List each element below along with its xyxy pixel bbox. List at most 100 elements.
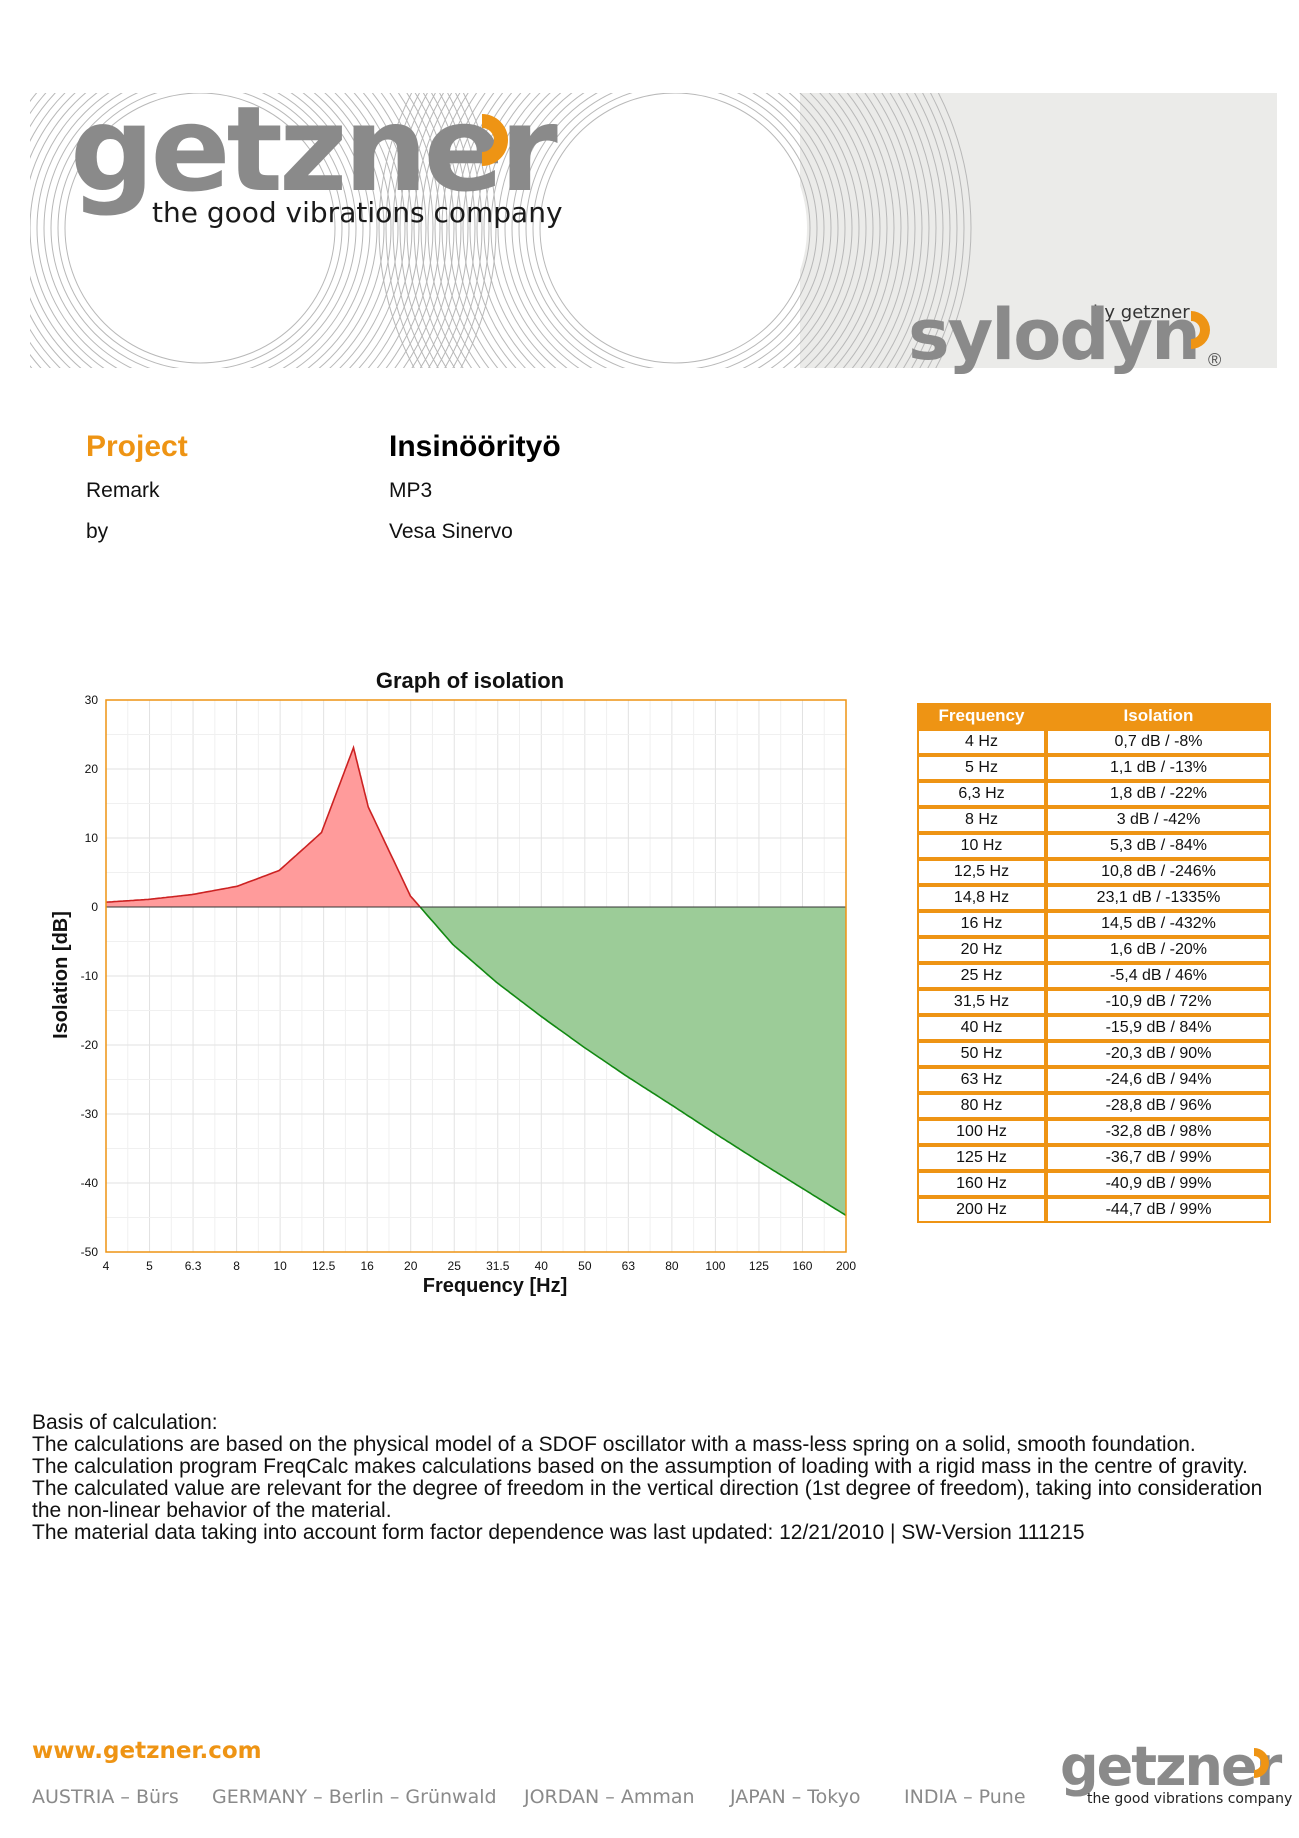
footer-location-india: INDIA – Pune (904, 1786, 1026, 1808)
chart-title: Graph of isolation (376, 668, 564, 693)
table-header-row: Frequency Isolation (917, 703, 1271, 729)
x-tick-label: 160 (792, 1259, 812, 1273)
banner-arc (518, 93, 832, 368)
header-isolation: Isolation (1046, 703, 1271, 729)
footer-url-link[interactable]: www.getzner.com (32, 1738, 262, 1764)
cell-frequency: 20 Hz (917, 937, 1046, 963)
banner-arc (385, 93, 965, 368)
cell-frequency: 10 Hz (917, 833, 1046, 859)
footer-location-germany: GERMANY – Berlin – Grünwald (212, 1786, 497, 1808)
banner-arc (427, 93, 469, 368)
banner-arc (30, 93, 399, 368)
banner-arc (427, 93, 923, 368)
x-tick-label: 8 (233, 1259, 240, 1273)
y-tick-label: -30 (81, 1107, 99, 1121)
y-tick-label: 10 (85, 831, 99, 845)
x-tick-label: 5 (146, 1259, 153, 1273)
cell-isolation: -24,6 dB / 94% (1046, 1067, 1271, 1093)
banner-arc-mask (543, 96, 807, 360)
cell-isolation: 1,6 dB / -20% (1046, 937, 1271, 963)
cell-isolation: 14,5 dB / -432% (1046, 911, 1271, 937)
banner-arc (394, 93, 441, 368)
banner-arc (30, 93, 385, 368)
y-tick-label: -10 (81, 969, 99, 983)
table-row: 6,3 Hz 1,8 dB / -22% (917, 781, 1271, 807)
x-tick-label: 50 (578, 1259, 592, 1273)
table-row: 8 Hz 3 dB / -42% (917, 807, 1271, 833)
cell-isolation: -44,7 dB / 99% (1046, 1197, 1271, 1223)
header-frequency: Frequency (917, 703, 1046, 729)
cell-frequency: 25 Hz (917, 963, 1046, 989)
banner-arc (436, 93, 476, 368)
table-row: 200 Hz -44,7 dB / 99% (917, 1197, 1271, 1223)
table-row: 80 Hz -28,8 dB / 96% (917, 1093, 1271, 1119)
cell-isolation: -10,9 dB / 72% (1046, 989, 1271, 1015)
positive-isolation-area (106, 747, 421, 907)
banner-arc (444, 93, 483, 368)
basis-of-calculation: Basis of calculation: The calculations a… (32, 1412, 1277, 1544)
footer-tagline: the good vibrations company (1087, 1791, 1293, 1807)
footer-swoosh-icon (1254, 1748, 1269, 1778)
cell-frequency: 8 Hz (917, 807, 1046, 833)
banner-arc (420, 93, 930, 368)
getzner-logo: getzner (70, 80, 558, 218)
project-label: Project (86, 430, 188, 463)
banner-arc (406, 93, 944, 368)
cell-frequency: 16 Hz (917, 911, 1046, 937)
banner-arc (511, 93, 839, 368)
banner-arc (30, 93, 371, 368)
basis-heading: Basis of calculation: (32, 1411, 218, 1434)
cell-frequency: 63 Hz (917, 1067, 1046, 1093)
y-tick-label: 0 (91, 900, 98, 914)
banner-arc (452, 93, 490, 368)
banner-arc (30, 93, 413, 368)
x-tick-label: 80 (665, 1259, 679, 1273)
table-row: 63 Hz -24,6 dB / 94% (917, 1067, 1271, 1093)
x-tick-label: 16 (360, 1259, 374, 1273)
cell-isolation: -36,7 dB / 99% (1046, 1145, 1271, 1171)
y-tick-label: -20 (81, 1038, 99, 1052)
footer-location-japan: JAPAN – Tokyo (730, 1786, 861, 1808)
cell-isolation: -40,9 dB / 99% (1046, 1171, 1271, 1197)
logo-swoosh-icon (482, 114, 508, 166)
cell-frequency: 125 Hz (917, 1145, 1046, 1171)
cell-isolation: -32,8 dB / 98% (1046, 1119, 1271, 1145)
banner-arc (462, 93, 888, 368)
footer-location-austria: AUSTRIA – Bürs (32, 1786, 179, 1808)
plot-frame (105, 699, 847, 1253)
by-label: by (86, 520, 109, 543)
header-banner (30, 93, 1277, 368)
banner-arc (455, 93, 895, 368)
y-tick-label: 30 (85, 693, 99, 707)
y-axis-label: Isolation [dB] (50, 911, 72, 1039)
x-tick-label: 20 (404, 1259, 418, 1273)
cell-isolation: -5,4 dB / 46% (1046, 963, 1271, 989)
footer-location-jordan: JORDAN – Amman (524, 1786, 695, 1808)
banner-arc (57, 93, 343, 368)
banner-arc (460, 93, 497, 368)
cell-isolation: 3 dB / -42% (1046, 807, 1271, 833)
remark-label: Remark (86, 479, 160, 502)
x-tick-label: 125 (749, 1259, 769, 1273)
banner-arc (411, 93, 455, 368)
cell-isolation: -28,8 dB / 96% (1046, 1093, 1271, 1119)
cell-isolation: 5,3 dB / -84% (1046, 833, 1271, 859)
cell-frequency: 50 Hz (917, 1041, 1046, 1067)
table-row: 5 Hz 1,1 dB / -13% (917, 755, 1271, 781)
banner-arc (43, 93, 357, 368)
x-tick-label: 100 (705, 1259, 725, 1273)
sylodyn-by-getzner: by getzner (1093, 302, 1190, 323)
cell-frequency: 160 Hz (917, 1171, 1046, 1197)
banner-arc (419, 93, 462, 368)
table-row: 160 Hz -40,9 dB / 99% (917, 1171, 1271, 1197)
banner-arc (532, 93, 818, 368)
banner-arc (490, 93, 860, 368)
x-tick-label: 200 (836, 1259, 856, 1273)
banner-arc (399, 93, 951, 368)
negative-isolation-line (419, 906, 847, 1217)
cell-isolation: 0,7 dB / -8% (1046, 729, 1271, 755)
banner-arc (448, 93, 902, 368)
getzner-tagline: the good vibrations company (152, 196, 563, 229)
x-tick-label: 6.3 (185, 1259, 202, 1273)
sylodyn-swoosh-icon (1191, 311, 1210, 349)
